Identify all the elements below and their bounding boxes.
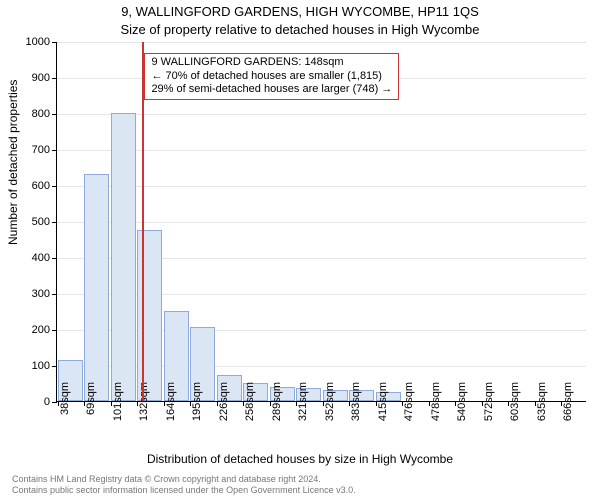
y-axis-label: Number of detached properties	[6, 80, 20, 245]
x-tick-label: 572sqm	[483, 382, 495, 432]
x-tick-label: 476sqm	[403, 382, 415, 432]
footer: Contains HM Land Registry data © Crown c…	[12, 474, 356, 496]
annotation-box: 9 WALLINGFORD GARDENS: 148sqm← 70% of de…	[144, 53, 399, 100]
histogram-bar	[111, 113, 136, 401]
annotation-line: ← 70% of detached houses are smaller (1,…	[151, 70, 392, 84]
y-tick-label: 700	[32, 144, 57, 156]
x-tick-label: 164sqm	[165, 382, 177, 432]
x-tick-label: 635sqm	[536, 382, 548, 432]
x-tick-label: 352sqm	[324, 382, 336, 432]
y-tick-label: 100	[32, 360, 57, 372]
x-tick-label: 195sqm	[191, 382, 203, 432]
y-tick-label: 400	[32, 252, 57, 264]
x-tick-label: 132sqm	[138, 382, 150, 432]
x-tick-label: 478sqm	[430, 382, 442, 432]
y-tick-label: 800	[32, 108, 57, 120]
y-tick-label: 500	[32, 216, 57, 228]
y-tick-label: 600	[32, 180, 57, 192]
x-tick-label: 540sqm	[456, 382, 468, 432]
gridline	[57, 222, 586, 223]
gridline	[57, 186, 586, 187]
x-tick-label: 101sqm	[112, 382, 124, 432]
plot-area: 0100200300400500600700800900100038sqm69s…	[56, 42, 586, 402]
x-tick-label: 321sqm	[297, 382, 309, 432]
chart-container: { "chart": { "type": "histogram", "title…	[0, 0, 600, 500]
x-tick-label: 666sqm	[562, 382, 574, 432]
annotation-line: 29% of semi-detached houses are larger (…	[151, 83, 392, 97]
x-tick-label: 38sqm	[59, 382, 71, 432]
footer-line-2: Contains public sector information licen…	[12, 485, 356, 496]
y-tick-label: 200	[32, 324, 57, 336]
footer-line-1: Contains HM Land Registry data © Crown c…	[12, 474, 356, 485]
x-tick-label: 603sqm	[509, 382, 521, 432]
y-tick-label: 0	[44, 396, 57, 408]
chart-title-main: 9, WALLINGFORD GARDENS, HIGH WYCOMBE, HP…	[0, 4, 600, 19]
x-tick-label: 289sqm	[271, 382, 283, 432]
x-tick-label: 415sqm	[377, 382, 389, 432]
gridline	[57, 114, 586, 115]
annotation-line: 9 WALLINGFORD GARDENS: 148sqm	[151, 56, 392, 70]
y-tick-label: 300	[32, 288, 57, 300]
chart-title-sub: Size of property relative to detached ho…	[0, 22, 600, 37]
gridline	[57, 42, 586, 43]
x-tick-label: 258sqm	[244, 382, 256, 432]
y-tick-label: 1000	[26, 36, 57, 48]
y-tick-label: 900	[32, 72, 57, 84]
histogram-bar	[137, 230, 162, 401]
gridline	[57, 150, 586, 151]
histogram-bar	[84, 174, 109, 401]
x-tick-label: 226sqm	[218, 382, 230, 432]
x-axis-label: Distribution of detached houses by size …	[0, 452, 600, 466]
x-tick-label: 383sqm	[350, 382, 362, 432]
x-tick-label: 69sqm	[85, 382, 97, 432]
